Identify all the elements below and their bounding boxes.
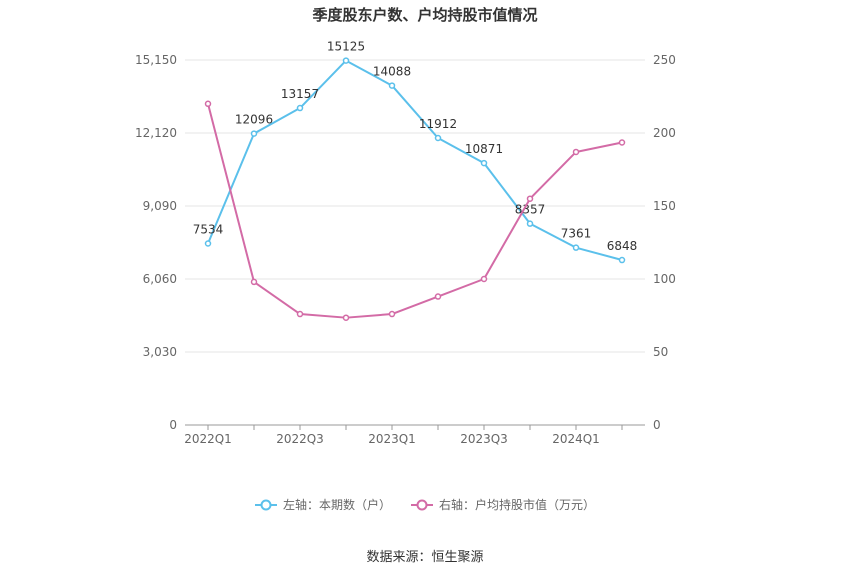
data-point-households: [204, 240, 212, 247]
data-point-market-value: [250, 278, 258, 286]
y-left-tick-label: 12,120: [135, 126, 177, 140]
data-label: 12096: [235, 113, 273, 127]
y-right-tick-label: 200: [653, 126, 676, 140]
x-tick-label: 2024Q1: [552, 432, 600, 446]
x-tick-label: 2023Q3: [460, 432, 508, 446]
y-left-tick-label: 3,030: [143, 345, 177, 359]
data-point-households: [480, 159, 488, 167]
legend-marker-market-value: [411, 499, 433, 510]
data-point-market-value: [204, 100, 212, 108]
x-tick-label: 2022Q1: [184, 432, 232, 446]
data-point-households: [388, 82, 396, 89]
data-point-market-value: [388, 310, 396, 318]
y-right-tick-label: 50: [653, 345, 668, 359]
legend: 左轴：本期数（户） 右轴：户均持股市值（万元）: [0, 496, 850, 513]
data-point-market-value: [434, 293, 442, 300]
data-point-market-value: [526, 195, 534, 202]
data-label: 7361: [561, 227, 592, 241]
data-label: 6848: [607, 239, 638, 253]
series-line-households: [207, 59, 623, 261]
data-point-market-value: [618, 139, 626, 146]
y-right-tick-label: 150: [653, 199, 676, 213]
series-line-market-value: [207, 103, 623, 319]
y-left-tick-label: 6,060: [143, 272, 177, 286]
y-left-tick-label: 0: [169, 418, 177, 432]
y-right-tick-label: 250: [653, 53, 676, 67]
legend-marker-households: [254, 499, 277, 510]
data-label: 15125: [327, 40, 365, 54]
data-point-households: [296, 104, 304, 112]
data-label: 8357: [515, 203, 546, 217]
y-left-tick-label: 9,090: [143, 199, 177, 213]
data-point-market-value: [296, 310, 304, 318]
x-tick-label: 2022Q3: [276, 432, 324, 446]
data-label: 11912: [419, 117, 457, 131]
legend-label-households: 左轴：本期数（户）: [282, 498, 391, 512]
data-point-households: [250, 130, 258, 137]
y-right-tick-label: 100: [653, 272, 676, 286]
y-left-tick-label: 15,150: [135, 53, 177, 67]
data-point-market-value: [572, 148, 580, 156]
legend-item-households[interactable]: 左轴：本期数（户）: [254, 496, 391, 513]
data-point-households: [342, 57, 350, 64]
legend-label-market-value: 右轴：户均持股市值（万元）: [439, 498, 596, 512]
x-tick-label: 2023Q1: [368, 432, 416, 446]
data-label: 14088: [373, 65, 411, 79]
chart-title: 季度股东户数、户均持股市值情况: [312, 6, 538, 24]
legend-item-market-value[interactable]: 右轴：户均持股市值（万元）: [411, 496, 595, 513]
data-point-households: [526, 220, 534, 227]
data-source: 数据来源：恒生聚源: [366, 550, 484, 565]
y-right-tick-label: 0: [653, 418, 661, 432]
data-point-households: [618, 256, 626, 264]
data-label: 10871: [465, 142, 503, 156]
data-point-households: [572, 244, 580, 251]
data-label: 13157: [281, 87, 319, 101]
data-label: 7534: [193, 222, 224, 236]
data-point-market-value: [480, 275, 488, 283]
data-point-households: [434, 134, 442, 142]
data-point-market-value: [342, 314, 350, 321]
